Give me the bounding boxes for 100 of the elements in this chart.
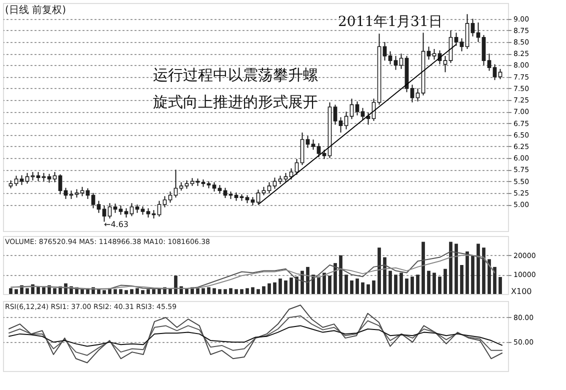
- candlestick: [394, 55, 398, 70]
- candlestick: [212, 182, 216, 192]
- bar: [114, 289, 117, 294]
- bar: [218, 289, 222, 294]
- bar: [388, 270, 392, 294]
- bar: [372, 280, 376, 294]
- candlestick: [470, 18, 475, 37]
- candlestick: [311, 139, 316, 150]
- candlestick: [14, 175, 18, 186]
- bar: [350, 280, 354, 294]
- bar: [432, 272, 436, 294]
- bar: [278, 278, 282, 294]
- candlestick: [91, 192, 96, 209]
- candlestick: [284, 172, 288, 183]
- candlestick: [492, 64, 497, 81]
- bar: [400, 272, 403, 294]
- bar: [251, 287, 254, 294]
- bar: [322, 272, 326, 294]
- bar: [124, 290, 128, 294]
- bar: [262, 286, 266, 294]
- bar: [328, 276, 332, 294]
- bar: [246, 288, 249, 294]
- bar: [119, 289, 122, 294]
- bar: [229, 288, 232, 294]
- bar: [284, 280, 288, 294]
- text: X100: [511, 287, 532, 296]
- candlestick: [162, 196, 167, 208]
- bar: [224, 289, 227, 294]
- bar: [207, 287, 210, 294]
- bar: [42, 287, 46, 294]
- annotation: 旋式向上推进的形式展开: [153, 93, 318, 111]
- bar: [268, 283, 271, 294]
- candlestick: [96, 200, 101, 214]
- annotation: 2011年1月31日: [338, 14, 442, 30]
- candlestick: [316, 142, 321, 158]
- candlestick: [20, 174, 24, 186]
- chart-title: (日线 前复权): [5, 4, 66, 16]
- candlestick: [108, 202, 112, 219]
- candlestick: [168, 191, 172, 204]
- bar: [97, 289, 100, 294]
- bar: [339, 255, 342, 294]
- bar: [146, 289, 150, 294]
- bar: [488, 259, 491, 294]
- candlestick: [426, 46, 431, 60]
- bar: [482, 248, 486, 294]
- bar: [317, 276, 320, 294]
- candlestick: [382, 42, 387, 62]
- bar: [141, 290, 144, 294]
- annotation: ←4.63: [104, 220, 129, 229]
- annotation: 运行过程中以震荡攀升螺: [153, 66, 318, 84]
- candlestick: [64, 187, 68, 200]
- bar: [383, 257, 386, 294]
- candlestick: [344, 111, 348, 130]
- bar: [460, 265, 464, 294]
- bar: [212, 288, 216, 294]
- bar: [427, 270, 430, 294]
- bar: [234, 289, 238, 294]
- bar: [356, 278, 359, 294]
- bar: [240, 289, 244, 294]
- bar: [26, 288, 29, 294]
- candlestick: [465, 14, 470, 50]
- candlestick: [388, 50, 392, 65]
- bar: [449, 242, 452, 294]
- candlestick: [410, 84, 414, 103]
- candlestick: [52, 172, 57, 183]
- bar: [498, 276, 502, 294]
- bar: [466, 251, 469, 294]
- bar: [174, 276, 178, 294]
- bar: [80, 289, 84, 294]
- bar: [454, 244, 458, 294]
- candlestick: [416, 88, 420, 102]
- candlestick: [80, 186, 84, 197]
- bar: [102, 290, 106, 294]
- candlestick: [124, 208, 128, 218]
- bar: [493, 266, 496, 294]
- bar: [136, 288, 139, 294]
- bar: [378, 248, 381, 294]
- bar: [334, 263, 337, 294]
- candlestick: [118, 204, 123, 216]
- candlestick: [322, 149, 326, 160]
- bar: [416, 274, 420, 294]
- bar: [53, 288, 56, 294]
- candlestick: [487, 53, 492, 72]
- candlestick: [272, 177, 277, 190]
- bar: [9, 288, 12, 294]
- candlestick: [306, 135, 310, 148]
- candlestick: [289, 168, 294, 180]
- bar: [202, 288, 205, 294]
- bar: [405, 278, 408, 294]
- bar: [196, 288, 200, 294]
- bar: [438, 276, 442, 294]
- candlestick: [338, 116, 343, 134]
- candlestick: [476, 22, 480, 43]
- bar: [471, 255, 474, 294]
- candlestick: [256, 189, 260, 206]
- bar: [344, 274, 348, 294]
- candlestick: [146, 208, 150, 218]
- bar: [152, 289, 156, 294]
- candlestick: [333, 104, 338, 126]
- bar: [300, 270, 304, 294]
